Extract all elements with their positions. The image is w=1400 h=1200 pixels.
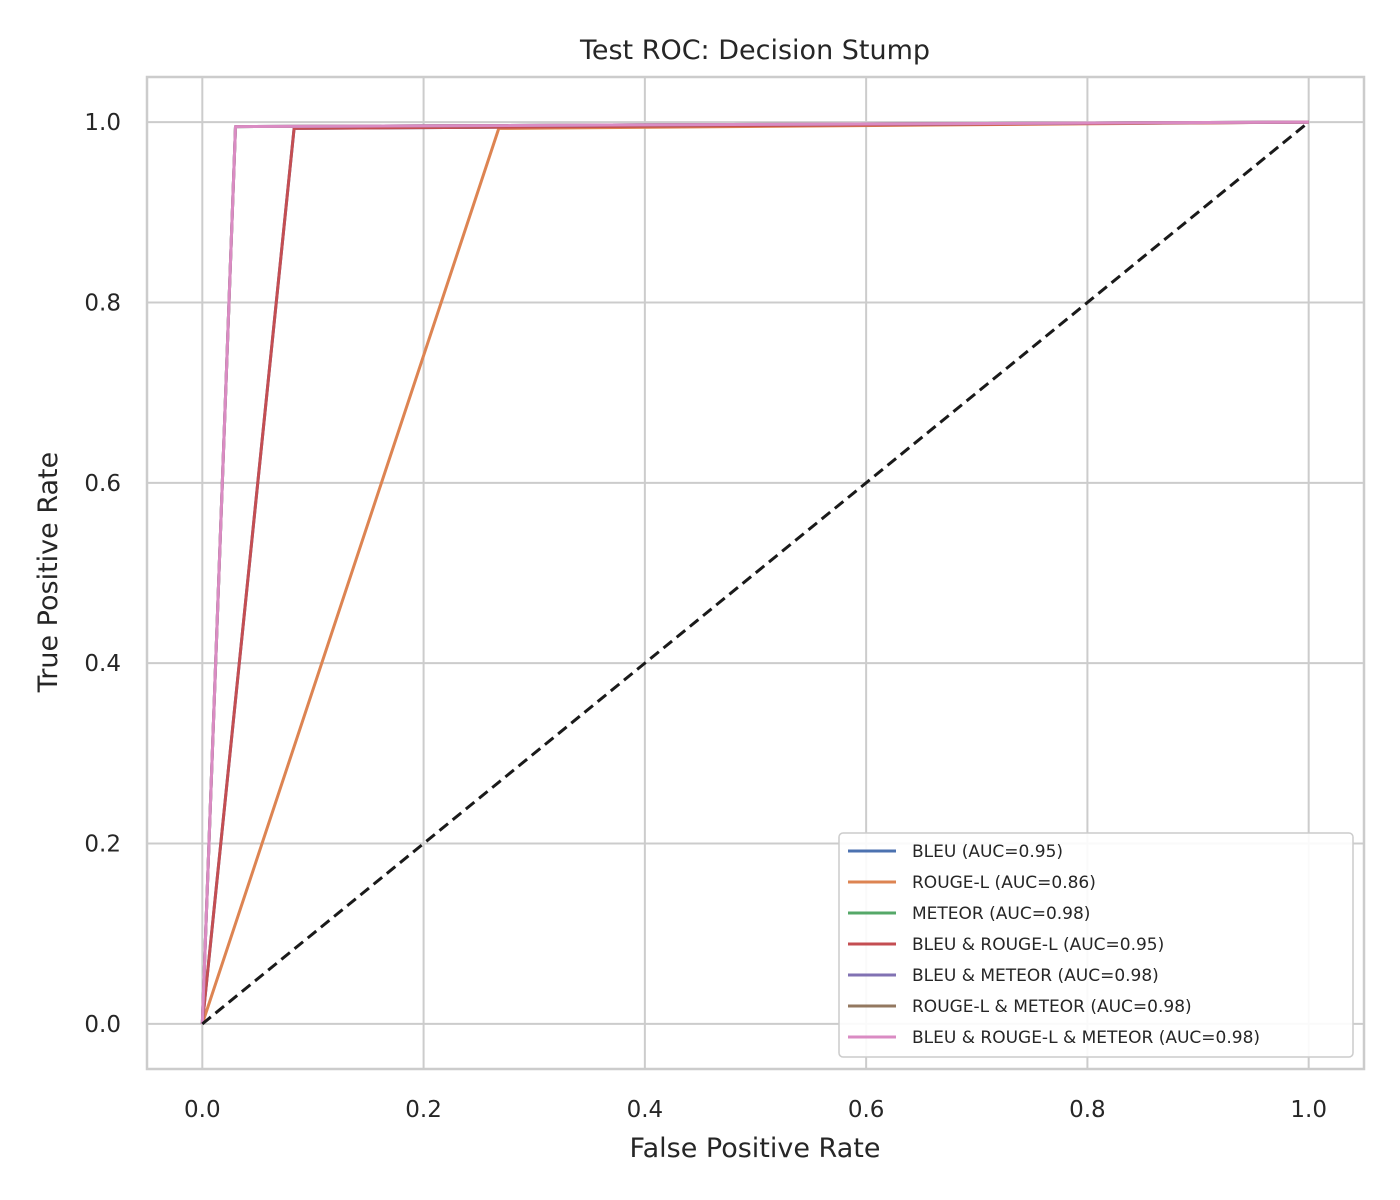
legend-entry-6: BLEU & ROUGE-L & METEOR (AUC=0.98) xyxy=(912,1028,1260,1048)
y-tick-label: 0.8 xyxy=(84,290,121,316)
legend-entry-2: METEOR (AUC=0.98) xyxy=(912,904,1090,924)
y-tick-label: 0.0 xyxy=(84,1012,121,1038)
x-tick-label: 0.4 xyxy=(627,1097,664,1123)
legend: BLEU (AUC=0.95) ROUGE-L (AUC=0.86) METEOR … xyxy=(838,832,1354,1058)
x-tick-label: 0.0 xyxy=(184,1097,221,1123)
y-tick-labels: 0.0 0.2 0.4 0.6 0.8 1.0 xyxy=(84,110,121,1038)
x-axis-title: False Positive Rate xyxy=(630,1133,881,1164)
series-group xyxy=(200,120,1310,1026)
x-tick-labels: 0.0 0.2 0.4 0.6 0.8 1.0 xyxy=(184,1097,1327,1123)
x-tick-label: 0.8 xyxy=(1069,1097,1106,1123)
y-tick-label: 0.2 xyxy=(84,832,121,858)
legend-entry-0: BLEU (AUC=0.95) xyxy=(912,842,1063,862)
legend-box xyxy=(838,832,1354,1058)
grid xyxy=(147,77,1364,1069)
x-tick-label: 0.2 xyxy=(405,1097,442,1123)
chart-title: Test ROC: Decision Stump xyxy=(579,35,930,66)
y-tick-label: 1.0 xyxy=(84,110,121,136)
y-tick-label: 0.4 xyxy=(84,651,121,677)
plot-frame xyxy=(145,75,1366,1071)
x-tick-label: 1.0 xyxy=(1290,1097,1327,1123)
y-axis-title: True Positive Rate xyxy=(33,452,64,694)
legend-entry-5: ROUGE-L & METEOR (AUC=0.98) xyxy=(912,997,1192,1017)
x-tick-label: 0.6 xyxy=(848,1097,885,1123)
legend-entry-4: BLEU & METEOR (AUC=0.98) xyxy=(912,966,1159,986)
legend-entry-1: ROUGE-L (AUC=0.86) xyxy=(912,873,1096,893)
series-line-6 xyxy=(200,120,1309,1024)
y-tick-label: 0.6 xyxy=(84,471,121,497)
legend-entry-3: BLEU & ROUGE-L (AUC=0.95) xyxy=(912,935,1164,955)
